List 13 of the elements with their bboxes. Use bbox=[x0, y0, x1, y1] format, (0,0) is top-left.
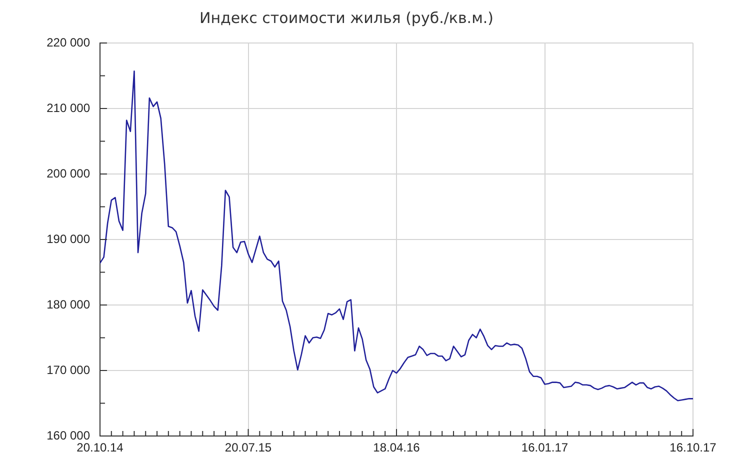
y-tick-label: 180 000 bbox=[46, 297, 90, 312]
x-tick-label: 18.04.16 bbox=[373, 440, 420, 455]
x-tick-label: 16.10.17 bbox=[670, 440, 717, 455]
x-tick-label: 20.07.15 bbox=[224, 440, 272, 455]
chart-title: Индекс стоимости жилья (руб./кв.м.) bbox=[199, 8, 494, 27]
x-tick-label: 16.01.17 bbox=[521, 440, 568, 455]
y-tick-label: 220 000 bbox=[46, 35, 90, 50]
y-tick-label: 210 000 bbox=[46, 100, 90, 115]
y-tick-label: 170 000 bbox=[46, 362, 90, 377]
y-tick-label: 200 000 bbox=[46, 166, 90, 180]
x-tick-label: 20.10.14 bbox=[76, 440, 124, 455]
y-tick-label: 160 000 bbox=[46, 428, 90, 442]
y-tick-label: 190 000 bbox=[46, 232, 90, 246]
